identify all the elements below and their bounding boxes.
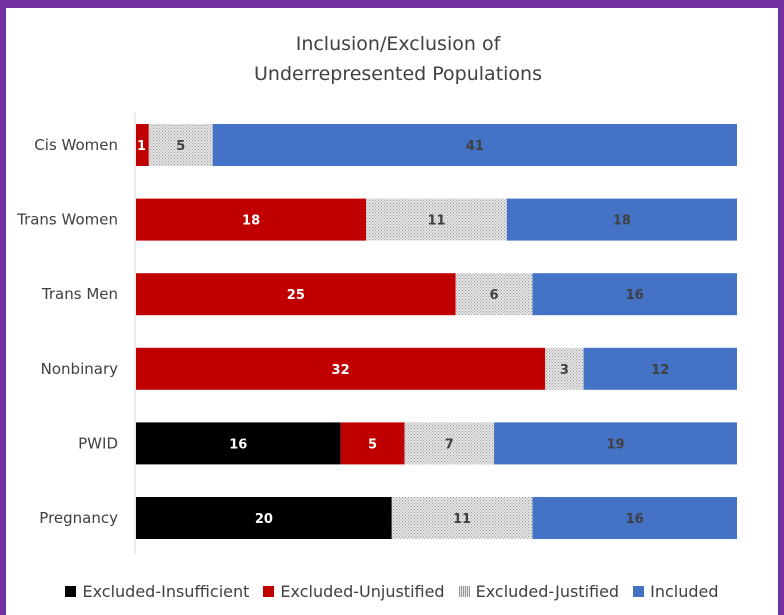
bar-segment [136, 273, 456, 316]
legend-swatch [633, 586, 645, 597]
data-label: 16 [626, 288, 644, 303]
bar-segment [404, 422, 495, 465]
bar-segment [494, 422, 737, 465]
bar-segment [545, 347, 584, 390]
data-label: 11 [427, 214, 445, 229]
data-label: 25 [287, 288, 305, 303]
bar-segment [366, 198, 507, 241]
legend-label: Excluded-Unjustified [280, 582, 445, 601]
data-label: 19 [606, 437, 624, 452]
category-label: Trans Women [16, 211, 118, 229]
bar-segment [136, 422, 341, 465]
bar-segment [136, 198, 367, 241]
bar-segment [532, 273, 737, 316]
bar-segment [583, 347, 737, 390]
legend-label: Excluded-Insufficient [82, 582, 250, 601]
category-label: Cis Women [34, 136, 118, 154]
data-label: 7 [445, 437, 454, 452]
category-label: Trans Men [41, 285, 118, 303]
bar-segment [506, 198, 737, 241]
category-label: Nonbinary [41, 360, 118, 378]
bar-segment [136, 124, 149, 166]
data-label: 18 [613, 214, 631, 229]
chart-title-line-1: Inclusion/Exclusion of [296, 33, 502, 55]
data-label: 41 [466, 139, 484, 154]
data-label: 16 [229, 437, 247, 452]
data-label: 32 [332, 363, 350, 378]
bar-segment [136, 347, 546, 390]
legend-item: Excluded-Insufficient [65, 582, 249, 601]
legend-label: Excluded-Justified [475, 582, 620, 601]
legend: Excluded-Insufficient Excluded-Unjustifie… [6, 582, 778, 601]
chart: Inclusion/Exclusion of Underrepresented … [16, 33, 738, 554]
bar-segment [212, 124, 738, 166]
data-label: 20 [255, 512, 273, 527]
category-label: PWID [78, 434, 118, 452]
data-label: 12 [651, 363, 669, 378]
chart-title-line-2: Underrepresented Populations [254, 63, 542, 85]
data-label: 18 [242, 214, 260, 229]
bars [136, 124, 738, 539]
legend-item: Included [633, 582, 719, 601]
category-label: Pregnancy [39, 509, 118, 527]
legend-swatch [263, 586, 275, 597]
bar-segment [455, 273, 533, 316]
bar-segment [391, 497, 533, 539]
data-label: 11 [453, 512, 471, 527]
bar-data-labels: 1 5 41 18 11 18 25 6 16 32 3 12 16 5 7 19 20 11 16 [137, 139, 669, 527]
data-label: 16 [626, 512, 644, 527]
legend-item: Excluded-Justified [458, 582, 620, 601]
legend-swatch [65, 586, 77, 597]
data-label: 5 [176, 139, 185, 154]
data-label: 6 [490, 288, 499, 303]
data-label: 1 [137, 139, 146, 154]
bar-segment [148, 124, 213, 166]
legend-label: Included [650, 582, 719, 601]
bar-segment [532, 497, 737, 539]
category-labels: Cis Women Trans Women Trans Men Nonbinary PW… [16, 136, 118, 527]
chart-frame: Inclusion/Exclusion of Underrepresented … [6, 8, 778, 615]
legend-item: Excluded-Unjustified [263, 582, 445, 601]
data-label: 3 [560, 363, 569, 378]
bar-segment [340, 422, 405, 465]
bar-segment [136, 497, 392, 539]
legend-swatch [458, 586, 470, 597]
data-label: 5 [368, 437, 377, 452]
